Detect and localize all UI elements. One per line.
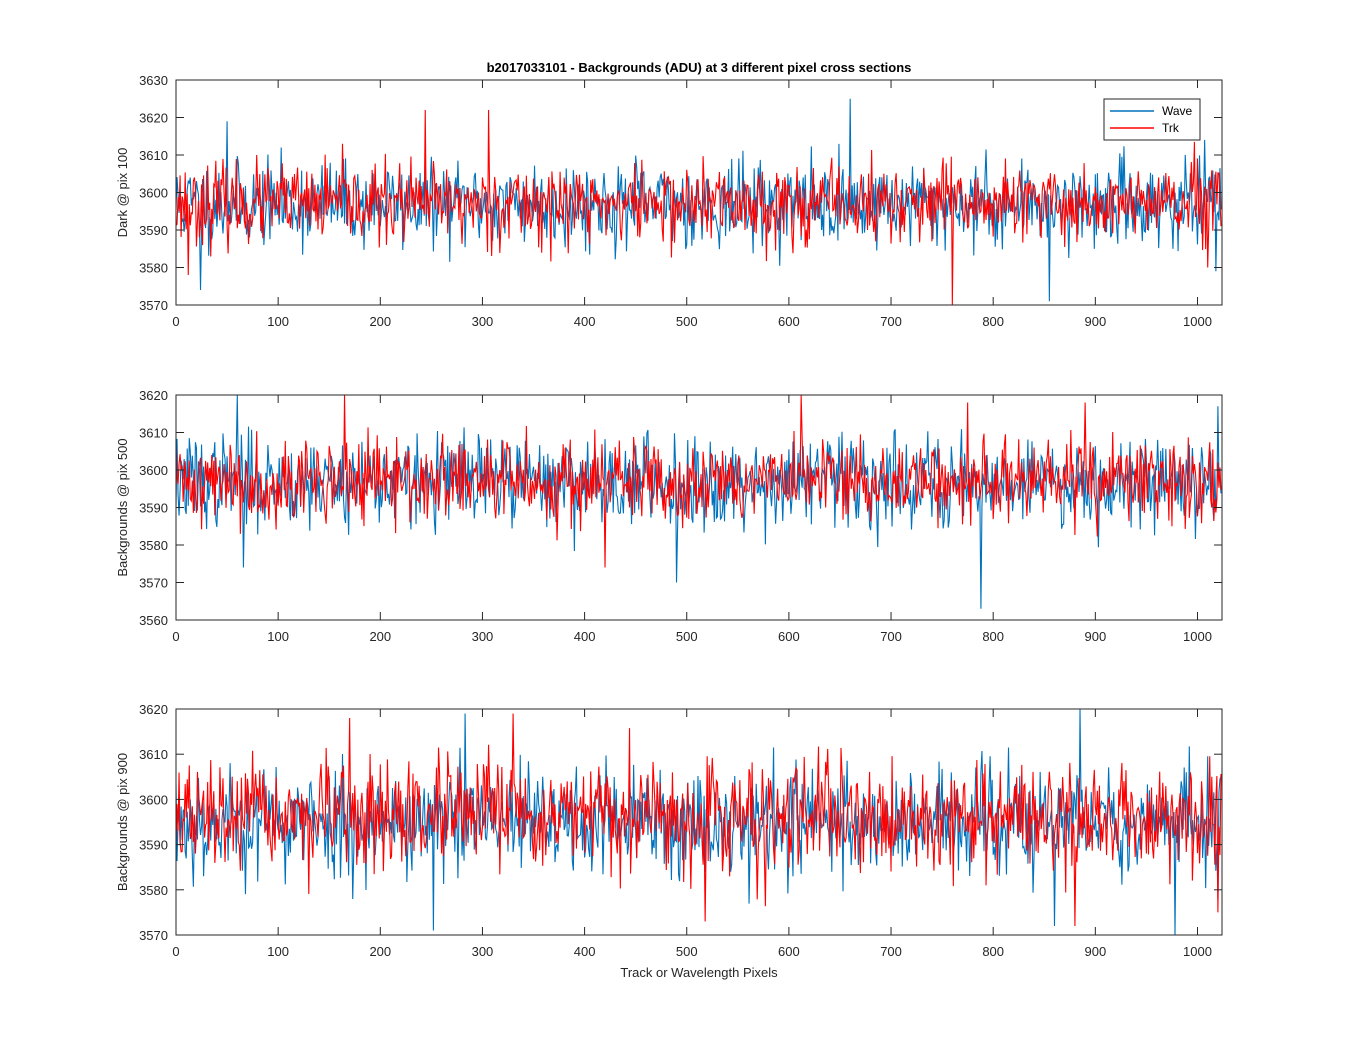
y-tick-label: 3570 <box>139 576 168 591</box>
x-tick-label: 200 <box>369 314 391 329</box>
x-tick-label: 600 <box>778 629 800 644</box>
y-tick-label: 3610 <box>139 148 168 163</box>
legend-label: Wave <box>1162 104 1193 118</box>
x-tick-label: 900 <box>1084 944 1106 959</box>
x-tick-label: 1000 <box>1183 629 1212 644</box>
series-trk <box>176 395 1222 568</box>
panel-3: 0 100 200 300 400 500 600 700 800 900 1000 3570 3580… <box>115 702 1223 980</box>
panel-2: 0 100 200 300 400 500 600 700 800 900 1000 3560 3570… <box>115 388 1223 644</box>
x-tick-label: 900 <box>1084 314 1106 329</box>
x-tick-label: 1000 <box>1183 944 1212 959</box>
x-tick-label: 200 <box>369 629 391 644</box>
x-tick-label: 500 <box>676 629 698 644</box>
y-tick-label: 3600 <box>139 186 168 201</box>
y-tick-label: 3570 <box>139 298 168 313</box>
x-tick-label: 900 <box>1084 629 1106 644</box>
traces <box>176 98 1222 305</box>
y-tick-label: 3590 <box>139 223 168 238</box>
x-tick-label: 500 <box>676 944 698 959</box>
legend: Wave Trk <box>1103 98 1201 141</box>
y-tick-label: 3590 <box>139 838 168 853</box>
traces <box>176 395 1222 609</box>
y-tick-label: 3610 <box>139 426 168 441</box>
legend-label: Trk <box>1162 121 1180 135</box>
x-tick-label: 100 <box>267 314 289 329</box>
x-tick-label: 600 <box>778 944 800 959</box>
x-tick-label: 400 <box>574 314 596 329</box>
y-tick-label: 3580 <box>139 261 168 276</box>
axes-box <box>175 708 1223 936</box>
y-tick-label: 3620 <box>139 702 168 717</box>
y-tick-label: 3630 <box>139 73 168 88</box>
chart-title: b2017033101 - Backgrounds (ADU) at 3 dif… <box>487 60 912 75</box>
x-tick-label: 200 <box>369 944 391 959</box>
y-tick-label: 3560 <box>139 613 168 628</box>
x-tick-label: 0 <box>172 944 179 959</box>
y-tick-label: 3610 <box>139 747 168 762</box>
x-tick-label: 0 <box>172 629 179 644</box>
x-axis-label: Track or Wavelength Pixels <box>620 965 778 980</box>
y-axis-label: Dark @ pix 100 <box>115 148 130 238</box>
y-tick-label: 3580 <box>139 538 168 553</box>
traces <box>176 709 1222 935</box>
x-tick-label: 1000 <box>1183 314 1212 329</box>
x-tick-label: 300 <box>472 629 494 644</box>
x-tick-label: 400 <box>574 944 596 959</box>
y-axis-label: Backgrounds @ pix 500 <box>115 438 130 576</box>
x-tick-label: 300 <box>472 314 494 329</box>
y-tick-label: 3620 <box>139 388 168 403</box>
x-tick-label: 100 <box>267 944 289 959</box>
x-tick-label: 700 <box>880 314 902 329</box>
panels: 0 100 200 300 400 500 600 700 800 900 100035703580… <box>115 60 1223 980</box>
x-tick-label: 400 <box>574 629 596 644</box>
y-tick-label: 3600 <box>139 792 168 807</box>
x-tick-label: 700 <box>880 629 902 644</box>
y-tick-label: 3570 <box>139 928 168 943</box>
series-wave <box>176 395 1222 609</box>
y-axis-label: Backgrounds @ pix 900 <box>115 753 130 891</box>
x-tick-label: 600 <box>778 314 800 329</box>
y-tick-label: 3620 <box>139 111 168 126</box>
series-trk <box>176 109 1222 305</box>
y-tick-label: 3580 <box>139 883 168 898</box>
y-tick-label: 3600 <box>139 463 168 478</box>
x-tick-label: 800 <box>982 944 1004 959</box>
panel-1: 0 100 200 300 400 500 600 700 800 900 1000 3570 3580… <box>115 60 1223 329</box>
x-tick-label: 100 <box>267 629 289 644</box>
x-tick-label: 500 <box>676 314 698 329</box>
x-tick-label: 300 <box>472 944 494 959</box>
x-tick-label: 800 <box>982 314 1004 329</box>
series-trk <box>176 713 1222 926</box>
x-tick-label: 0 <box>172 314 179 329</box>
y-tick-label: 3590 <box>139 501 168 516</box>
x-tick-label: 800 <box>982 629 1004 644</box>
legend-box <box>1103 98 1201 141</box>
x-tick-label: 700 <box>880 944 902 959</box>
